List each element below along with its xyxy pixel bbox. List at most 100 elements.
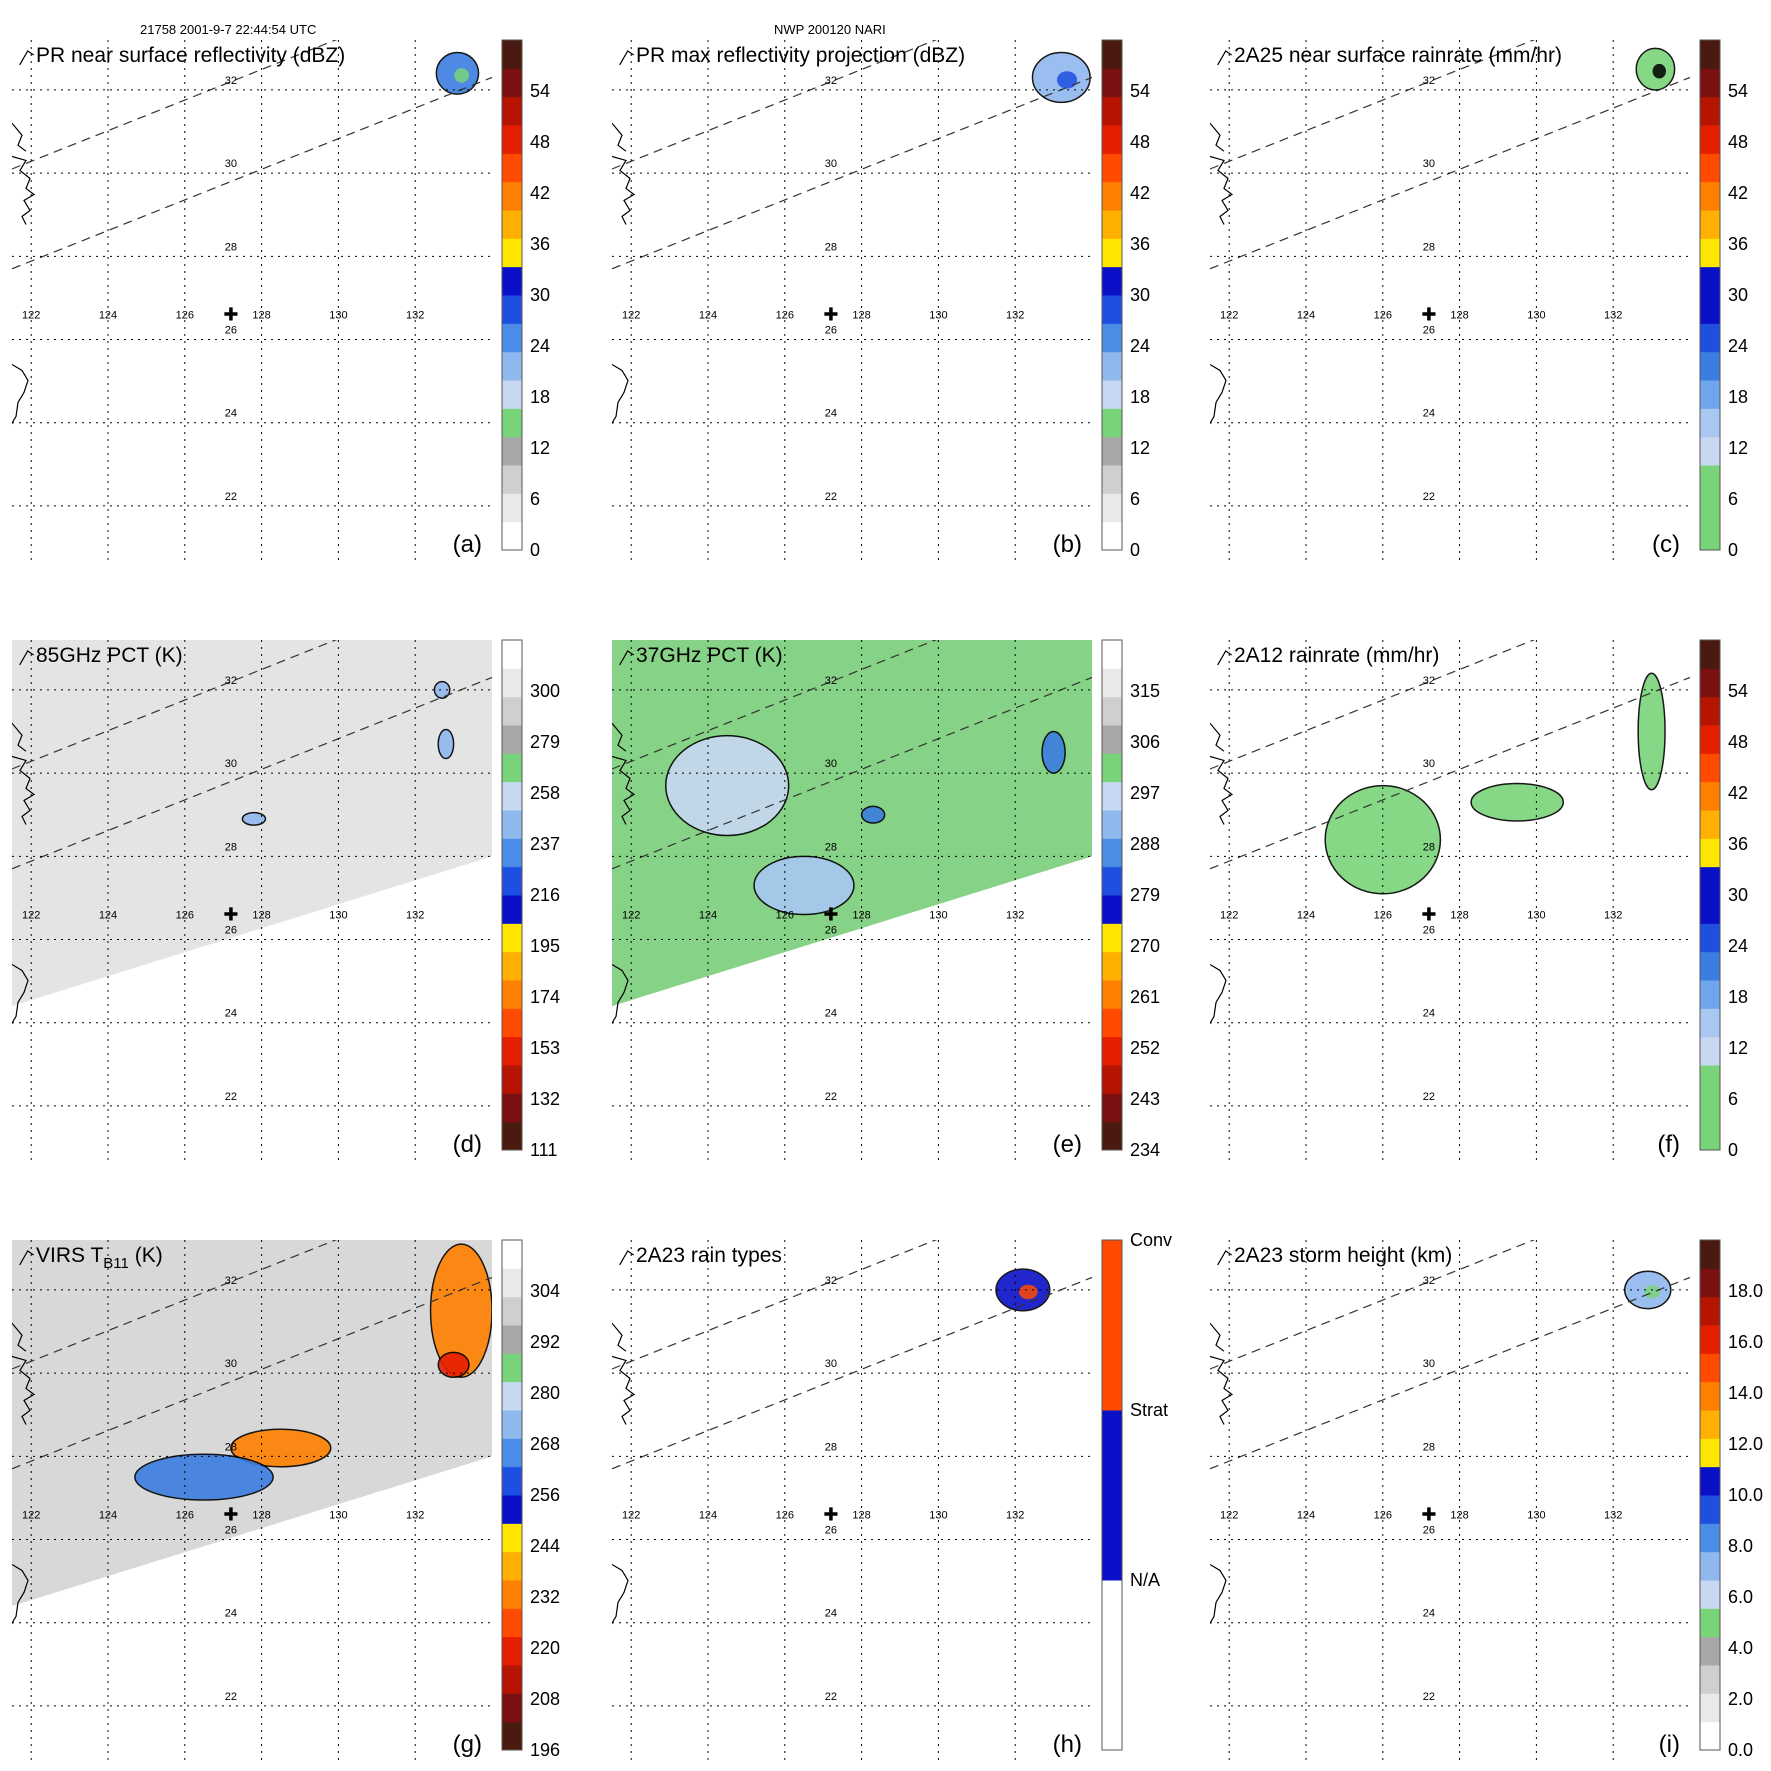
lat-label: 30 — [1423, 758, 1435, 770]
colorbar-swatch — [1700, 295, 1720, 324]
lon-label: 124 — [1297, 1510, 1315, 1522]
lat-label: 26 — [225, 325, 237, 337]
feature-cell — [437, 1351, 470, 1379]
colorbar-tick-label: 268 — [530, 1434, 560, 1454]
colorbar-tick-label: 174 — [530, 987, 560, 1007]
colorbar-tick-label: 16.0 — [1728, 1332, 1763, 1352]
colorbar-swatch — [1700, 781, 1720, 811]
colorbar-swatch — [1700, 351, 1720, 381]
colorbar: 0 6 12 18 24 30 36 42 48 54 — [1699, 39, 1748, 560]
lon-label: 130 — [1527, 1510, 1545, 1522]
colorbar-swatch — [1102, 436, 1122, 466]
colorbar-swatch — [1700, 1495, 1720, 1524]
coastline — [612, 650, 636, 1025]
colorbar-swatch — [1102, 1065, 1122, 1094]
colorbar-swatch — [1700, 1410, 1720, 1439]
lat-label: 32 — [1423, 75, 1435, 87]
feature-band — [1637, 672, 1666, 791]
lon-label: 122 — [1220, 310, 1238, 322]
feature-cell — [241, 811, 267, 826]
colorbar: 196 208 220 232 244 256 268 280 292 304 — [501, 1239, 560, 1760]
colorbar-swatch — [1102, 295, 1122, 324]
lon-label: 124 — [699, 1510, 717, 1522]
colorbar: N/A Strat Conv — [1101, 1230, 1172, 1751]
colorbar-swatch — [1700, 1240, 1720, 1269]
lon-label: 124 — [699, 310, 717, 322]
lon-label: 126 — [176, 1510, 194, 1522]
colorbar-swatch — [1700, 1551, 1720, 1581]
lat-label: 32 — [1423, 1275, 1435, 1287]
colorbar-swatch — [1102, 125, 1122, 154]
colorbar-tick-label: 12 — [1728, 438, 1748, 458]
colorbar-tick-label: 0 — [1728, 1140, 1738, 1160]
panel-title: 37GHz PCT (K) — [636, 644, 783, 667]
colorbar-swatch — [1700, 436, 1720, 466]
lat-label: 28 — [1423, 1441, 1435, 1453]
lon-label: 124 — [99, 910, 117, 922]
lat-label: 22 — [225, 1691, 237, 1703]
colorbar-tick-label: 300 — [530, 681, 560, 701]
colorbar-swatch — [1102, 1008, 1122, 1038]
colorbar-tick-label: 111 — [530, 1140, 557, 1160]
coastline — [12, 1250, 36, 1625]
lon-label: 124 — [99, 310, 117, 322]
panel-e: 122 124 126 128 130 132 22 24 26 28 30 32 ✚ 37GHz PCT… — [612, 639, 1160, 1160]
feature-band — [1470, 782, 1565, 822]
lon-label: 130 — [329, 310, 347, 322]
colorbar-swatch — [1700, 1721, 1720, 1751]
panel-label: (c) — [1652, 531, 1680, 558]
panel-label: (h) — [1053, 1731, 1082, 1758]
colorbar-swatch — [1700, 125, 1720, 154]
colorbar-tick-label: 256 — [530, 1485, 560, 1505]
colorbar-swatch — [1102, 465, 1122, 494]
lon-label: 132 — [406, 310, 424, 322]
colorbar-frame — [501, 39, 523, 551]
lat-label: 32 — [1423, 675, 1435, 687]
colorbar-swatch — [1700, 1381, 1720, 1411]
colorbar-frame — [501, 639, 523, 1151]
lat-label: 22 — [825, 1691, 837, 1703]
colorbar-swatch — [502, 493, 522, 523]
colorbar-swatch — [1700, 1121, 1720, 1151]
colorbar-swatch — [502, 323, 522, 353]
colorbar-swatch — [502, 68, 522, 98]
coastline — [1210, 1250, 1234, 1625]
colorbar-swatch — [1700, 753, 1720, 783]
colorbar-tick-label: 54 — [530, 81, 550, 101]
colorbar-swatch — [502, 1008, 522, 1038]
feature-cell — [860, 805, 886, 824]
lat-label: 28 — [225, 1441, 237, 1453]
colorbar-tick-label: 244 — [530, 1536, 560, 1556]
colorbar-swatch — [502, 1495, 522, 1524]
colorbar-swatch — [1102, 323, 1122, 353]
colorbar-swatch — [1700, 493, 1720, 523]
colorbar-swatch — [1700, 1608, 1720, 1638]
colorbar-tick-label: 243 — [1130, 1089, 1160, 1109]
colorbar: 0 6 12 18 24 30 36 42 48 54 — [1101, 39, 1150, 560]
colorbar-swatch — [1700, 1438, 1720, 1468]
lon-label: 128 — [252, 1510, 270, 1522]
colorbar-swatch — [1102, 866, 1122, 896]
colorbar-swatch — [502, 1580, 522, 1609]
lon-label: 128 — [252, 310, 270, 322]
colorbar-tick-label: 14.0 — [1728, 1383, 1763, 1403]
lat-label: 30 — [825, 1358, 837, 1370]
colorbar-tick-label: 132 — [530, 1089, 560, 1109]
lat-label: 28 — [225, 241, 237, 253]
lon-label: 124 — [99, 1510, 117, 1522]
colorbar-tick-label: 12 — [1728, 1038, 1748, 1058]
lon-label: 124 — [699, 910, 717, 922]
swath-edge — [612, 40, 938, 170]
colorbar-tick-label: 0 — [1130, 540, 1140, 560]
colorbar-tick-label: 261 — [1130, 987, 1160, 1007]
panel-title: 2A23 rain types — [636, 1244, 782, 1267]
colorbar-swatch — [1700, 323, 1720, 353]
colorbar-swatch — [502, 380, 522, 409]
colorbar-swatch — [502, 781, 522, 811]
feature-cell — [1041, 730, 1066, 774]
colorbar-tick-label: 12.0 — [1728, 1434, 1763, 1454]
colorbar-tick-label: 24 — [530, 336, 550, 356]
lat-label: 32 — [225, 1275, 237, 1287]
lat-label: 26 — [225, 925, 237, 937]
